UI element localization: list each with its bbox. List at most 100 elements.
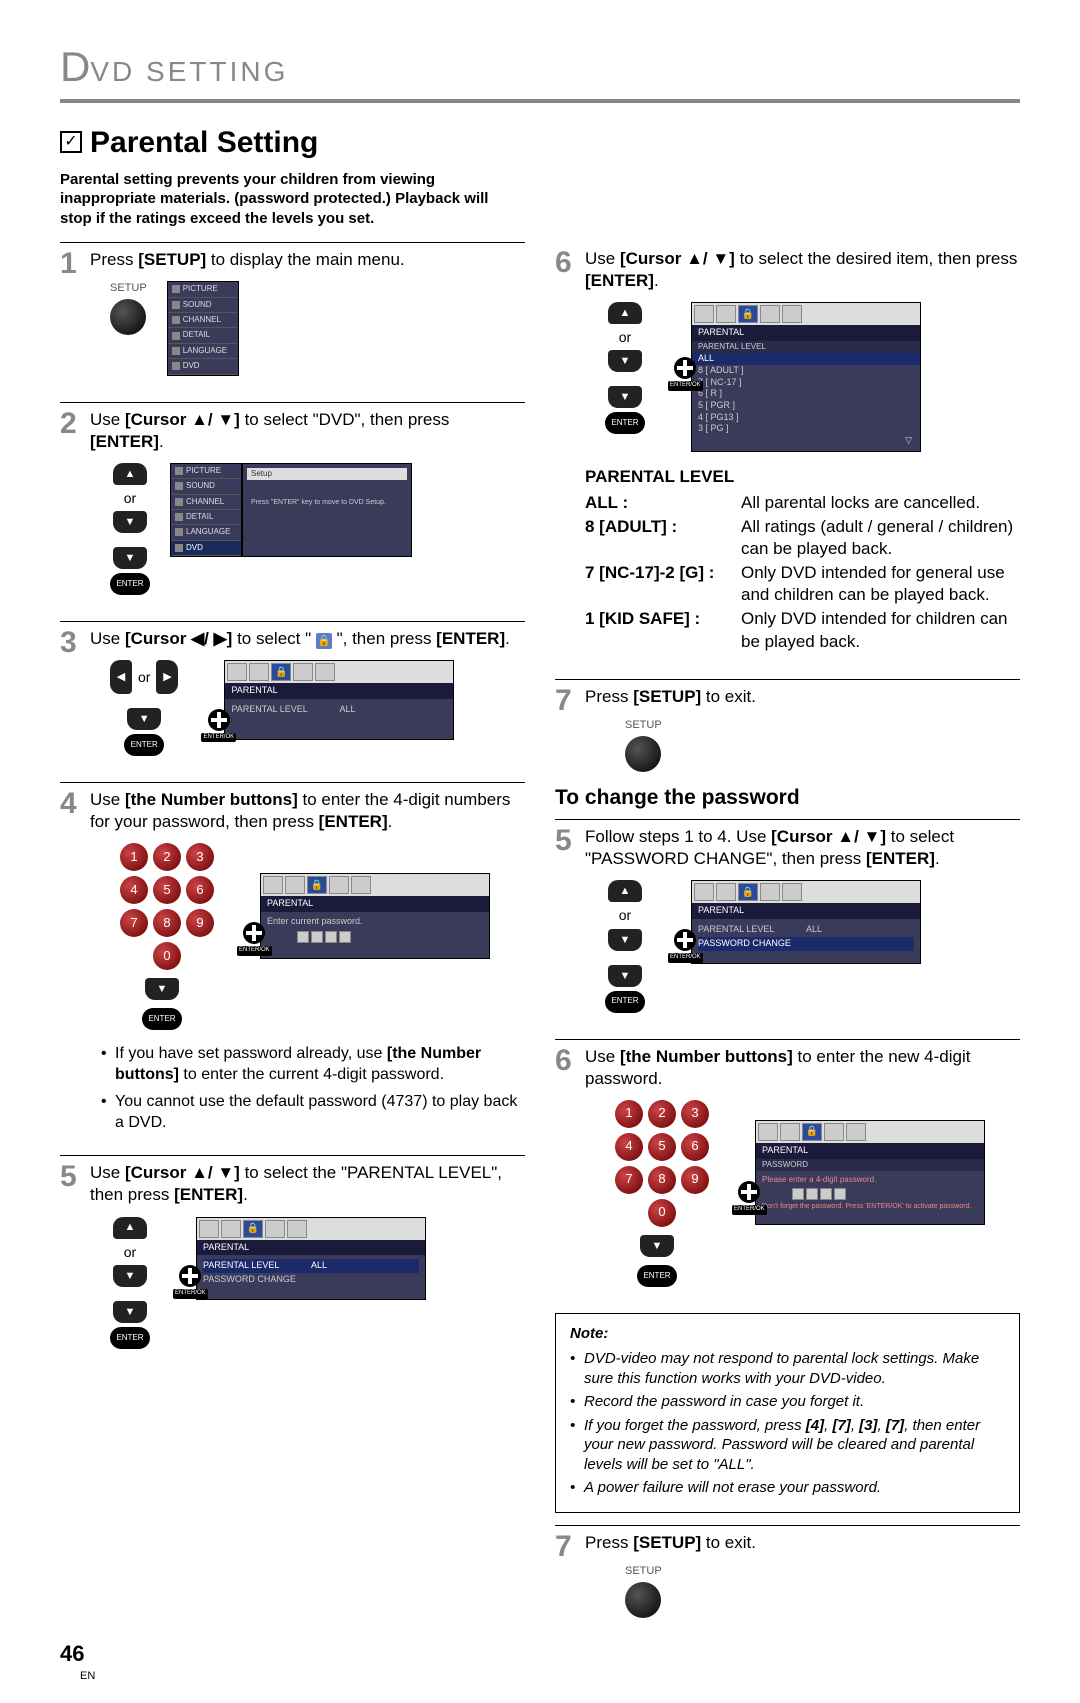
- key-1: 1: [615, 1100, 643, 1128]
- t: [Cursor ▲/ ▼]: [771, 827, 886, 846]
- setup-button-icon: [110, 299, 146, 335]
- t: [SETUP]: [138, 250, 206, 269]
- enterok-label: ENTER/OK: [173, 1289, 208, 1299]
- key-3: 3: [186, 843, 214, 871]
- change-step-6: 6 Use [the Number buttons] to enter the …: [555, 1039, 1020, 1301]
- osd-tab-icon: ▦: [782, 883, 802, 901]
- key-7: 7: [615, 1166, 643, 1194]
- step-text: Use [the Number buttons] to enter the 4-…: [90, 789, 525, 833]
- key-8: 8: [153, 909, 181, 937]
- t: .: [654, 271, 659, 290]
- osd-header: PARENTAL: [692, 903, 920, 919]
- step-num: 7: [555, 686, 577, 772]
- step-7: 7 Press [SETUP] to exit. SETUP: [555, 679, 1020, 772]
- osd-level-list: ◉ ◐ 🔒 ⚙ ▦ PARENTAL PARENTAL LEVEL: [691, 302, 921, 452]
- t: .: [388, 812, 393, 831]
- main-menu: PICTURE SOUND CHANNEL DETAIL LANGUAGE DV…: [167, 281, 239, 375]
- mi: SOUND: [183, 300, 212, 310]
- osd-val: ALL: [339, 704, 355, 716]
- t: [Cursor ▲/ ▼]: [620, 249, 735, 268]
- step-4-notes: If you have set password already, use [t…: [115, 1044, 525, 1133]
- key-6: 6: [186, 876, 214, 904]
- mi: DETAIL: [186, 512, 213, 522]
- osd-subheader: PARENTAL LEVEL: [692, 341, 920, 353]
- step-num: 5: [60, 1162, 82, 1362]
- down-arrow-icon: ▼: [145, 978, 179, 1000]
- key-2: 2: [153, 843, 181, 871]
- level-item: 5 [ PGR ]: [692, 400, 920, 412]
- key-7: 7: [120, 909, 148, 937]
- mi: DVD: [186, 543, 203, 553]
- osd-tab-icon: ⚙: [329, 876, 349, 894]
- header-title: VD SETTING: [90, 56, 288, 87]
- osd-tab-icon: ◐: [249, 663, 269, 681]
- osd-header: PARENTAL: [197, 1240, 425, 1256]
- enter-button-icon: ENTER: [124, 734, 164, 756]
- step-num: 7: [555, 1532, 577, 1618]
- enter-button-icon: ENTER: [142, 1008, 182, 1030]
- t: Use: [585, 1047, 620, 1066]
- mi: PICTURE: [186, 466, 221, 476]
- t: Use: [585, 249, 620, 268]
- down-arrow-icon: ▼: [608, 350, 642, 372]
- step-text: Press [SETUP] to exit.: [585, 1532, 1020, 1554]
- step-5: 5 Use [Cursor ▲/ ▼] to select the "PAREN…: [60, 1155, 525, 1362]
- setup-button-diagram: SETUP: [625, 718, 1020, 772]
- osd-tab-icon: ▦: [846, 1123, 866, 1141]
- step-text: Use [Cursor ▲/ ▼] to select the desired …: [585, 248, 1020, 292]
- or-label: or: [138, 668, 150, 686]
- section-title: Parental Setting: [90, 123, 318, 162]
- osd-tab-icon: ◉: [758, 1123, 778, 1141]
- step-text: Use [Cursor ▲/ ▼] to select "DVD", then …: [90, 409, 525, 453]
- key-4: 4: [615, 1133, 643, 1161]
- enter-button-icon: ENTER: [605, 412, 645, 434]
- cursor-diagram: ▲ or ▼ ▼ ENTER: [605, 302, 645, 434]
- section-title-row: ✓ Parental Setting: [60, 123, 1020, 162]
- level-item: 6 [ R ]: [692, 388, 920, 400]
- osd-val: ALL: [806, 924, 822, 936]
- t: ", then press: [332, 629, 436, 648]
- osd-tab-icon: ⚙: [824, 1123, 844, 1141]
- t: [Cursor ▲/ ▼]: [125, 410, 240, 429]
- setup-button-diagram: SETUP: [625, 1564, 1020, 1618]
- key-9: 9: [186, 909, 214, 937]
- step-num: 5: [555, 826, 577, 1026]
- key-5: 5: [648, 1133, 676, 1161]
- t: [ENTER]: [319, 812, 388, 831]
- cursor-diagram: ▲ or ▼ ▼ ENTER: [605, 880, 645, 1012]
- t: .: [243, 1185, 248, 1204]
- key-2: 2: [648, 1100, 676, 1128]
- level-item: 8 [ ADULT ]: [692, 365, 920, 377]
- key-4: 4: [120, 876, 148, 904]
- enterok-label: ENTER/OK: [201, 733, 236, 743]
- parental-level-table: PARENTAL LEVEL ALL :All parental locks a…: [585, 466, 1020, 653]
- t: [ENTER]: [436, 629, 505, 648]
- t: [Cursor ◀/ ▶]: [125, 629, 232, 648]
- enterok-label: ENTER/OK: [668, 381, 703, 391]
- step-6: 6 Use [Cursor ▲/ ▼] to select the desire…: [555, 242, 1020, 667]
- level-label: ALL :: [585, 492, 735, 514]
- enter-button-icon: ENTER: [110, 573, 150, 595]
- t: [the Number buttons]: [620, 1047, 793, 1066]
- enterok-label: ENTER/OK: [732, 1205, 767, 1215]
- bullet: You cannot use the default password (473…: [115, 1092, 525, 1134]
- or-label: or: [619, 328, 631, 346]
- down-arrow-icon: ▼: [127, 708, 161, 730]
- osd-parental-level: ◉ ◐ 🔒 ⚙ ▦ PARENTAL ENTER/OK: [196, 1217, 426, 1300]
- step-text: Follow steps 1 to 4. Use [Cursor ▲/ ▼] t…: [585, 826, 1020, 870]
- enterok-label: ENTER/OK: [668, 953, 703, 963]
- page-number: 46: [60, 1640, 1020, 1669]
- osd-tab-icon: ◉: [227, 663, 247, 681]
- chapter-header: DVD SETTING: [60, 40, 1020, 103]
- or-label: or: [124, 489, 136, 507]
- mi: PICTURE: [183, 284, 218, 294]
- t: to exit.: [701, 1533, 756, 1552]
- setup-button-diagram: SETUP: [110, 281, 147, 335]
- t: [ENTER]: [585, 271, 654, 290]
- osd-msg: Enter current password.: [267, 916, 483, 928]
- panel-msg: Press "ENTER" key to move to DVD Setup.: [247, 486, 407, 519]
- down-arrow-icon: ▼: [113, 1301, 147, 1323]
- key-9: 9: [681, 1166, 709, 1194]
- password-boxes: 0000: [792, 1188, 978, 1200]
- bullet: If you have set password already, use [t…: [115, 1044, 525, 1086]
